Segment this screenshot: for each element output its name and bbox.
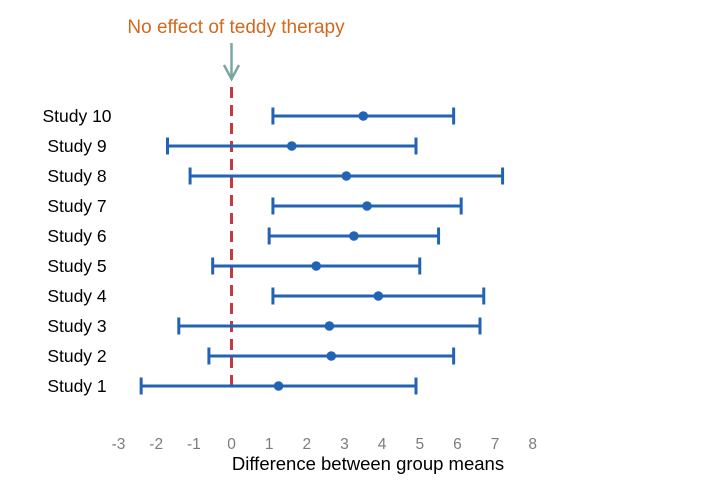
study-label: Study 8: [47, 166, 106, 186]
x-tick-label: 1: [265, 436, 274, 453]
down-arrow-icon: [222, 43, 241, 82]
x-tick-label: 3: [340, 436, 349, 453]
study-label: Study 5: [47, 256, 106, 276]
x-axis-label: Difference between group means: [231, 453, 505, 474]
study-row: Study 7: [47, 196, 463, 216]
study-row: Study 8: [47, 166, 505, 186]
x-tick-label: -1: [187, 436, 201, 453]
study-row: Study 5: [47, 256, 422, 276]
study-row: Study 9: [47, 136, 418, 156]
mean-point: [324, 321, 335, 331]
study-label: Study 10: [42, 106, 111, 126]
study-row: Study 4: [47, 286, 486, 306]
mean-point: [358, 111, 369, 121]
mean-point: [349, 231, 359, 241]
x-tick-label: 5: [415, 436, 424, 453]
x-tick-label: -3: [112, 436, 126, 453]
x-tick-label: 4: [378, 436, 387, 453]
study-row: Study 3: [47, 316, 482, 336]
mean-point: [311, 261, 322, 271]
x-tick-label: 8: [528, 436, 537, 453]
study-row: Study 1: [47, 376, 418, 396]
study-label: Study 6: [47, 226, 106, 246]
mean-point: [326, 351, 337, 361]
study-label: Study 1: [47, 376, 106, 396]
study-label: Study 3: [47, 316, 106, 336]
study-label: Study 9: [47, 136, 106, 156]
mean-point: [341, 171, 352, 181]
x-tick-label: 6: [453, 436, 462, 453]
study-row: Study 10: [42, 106, 456, 126]
mean-point: [286, 141, 297, 151]
study-label: Study 2: [47, 346, 106, 366]
x-tick-label: 0: [227, 436, 236, 453]
study-label: Study 7: [47, 196, 106, 216]
study-label: Study 4: [47, 286, 107, 306]
x-tick-label: -2: [149, 436, 163, 453]
mean-point: [273, 381, 284, 391]
mean-point: [373, 291, 384, 301]
mean-point: [362, 201, 372, 211]
study-row: Study 2: [47, 346, 456, 366]
x-tick-label: 7: [491, 436, 500, 453]
annotation-title: No effect of teddy therapy: [127, 17, 345, 38]
x-tick-label: 2: [302, 436, 311, 453]
study-row: Study 6: [47, 226, 441, 246]
